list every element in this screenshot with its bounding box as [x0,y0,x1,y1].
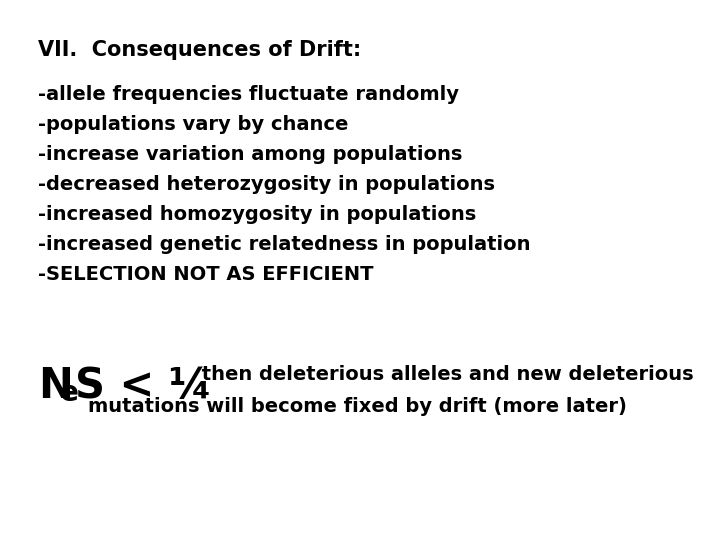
Text: N: N [38,365,73,407]
Text: -decreased heterozygosity in populations: -decreased heterozygosity in populations [38,175,495,194]
Text: then deleterious alleles and new deleterious: then deleterious alleles and new deleter… [195,365,693,384]
Text: -increased genetic relatedness in population: -increased genetic relatedness in popula… [38,235,531,254]
Text: -SELECTION NOT AS EFFICIENT: -SELECTION NOT AS EFFICIENT [38,265,374,284]
Text: -increased homozygosity in populations: -increased homozygosity in populations [38,205,476,224]
Text: e: e [60,379,79,407]
Text: -allele frequencies fluctuate randomly: -allele frequencies fluctuate randomly [38,85,459,104]
Text: mutations will become fixed by drift (more later): mutations will become fixed by drift (mo… [88,397,627,416]
Text: -populations vary by chance: -populations vary by chance [38,115,348,134]
Text: VII.  Consequences of Drift:: VII. Consequences of Drift: [38,40,361,60]
Text: -increase variation among populations: -increase variation among populations [38,145,462,164]
Text: S < ¼: S < ¼ [75,365,212,407]
